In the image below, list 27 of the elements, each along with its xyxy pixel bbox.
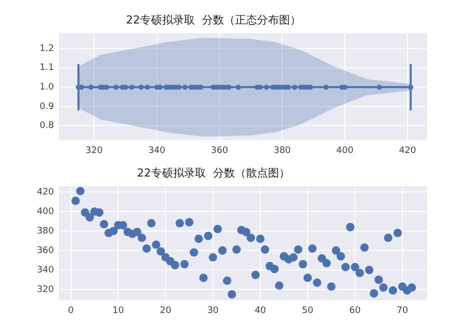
x-tick-label: 360 — [210, 146, 228, 156]
y-tick-label: 0.9 — [40, 102, 54, 112]
x-tick-label: 380 — [274, 146, 292, 156]
x-tick-label: 420 — [398, 146, 416, 156]
y-tick-label: 380 — [36, 226, 54, 236]
y-tick-label: 400 — [36, 206, 54, 217]
x-tick-label: 340 — [148, 146, 166, 156]
y-tick-label: 320 — [36, 284, 54, 295]
x-tick-label: 10 — [112, 306, 124, 316]
x-tick-label: 20 — [160, 306, 172, 316]
x-tick-label: 30 — [207, 306, 219, 316]
chart-title: 22专硕拟录取 分数（正态分布图） — [126, 13, 301, 26]
y-tick-label: 1.0 — [40, 82, 54, 93]
y-tick-label: 360 — [36, 246, 54, 256]
y-tick-label: 0.8 — [40, 121, 54, 132]
x-tick-label: 320 — [86, 146, 103, 156]
x-tick-label: 70 — [396, 306, 408, 316]
x-tick-label: 60 — [349, 306, 362, 316]
x-tick-label: 40 — [254, 306, 266, 316]
x-tick-label: 0 — [68, 306, 74, 316]
y-tick-label: 420 — [36, 187, 54, 198]
y-tick-label: 340 — [36, 265, 54, 276]
y-tick-label: 1.1 — [40, 63, 54, 74]
x-tick-label: 400 — [336, 146, 354, 156]
x-tick-label: 50 — [302, 306, 314, 316]
y-tick-label: 1.2 — [40, 44, 54, 54]
chart-title: 22专硕拟录取 分数（散点图） — [137, 166, 290, 180]
